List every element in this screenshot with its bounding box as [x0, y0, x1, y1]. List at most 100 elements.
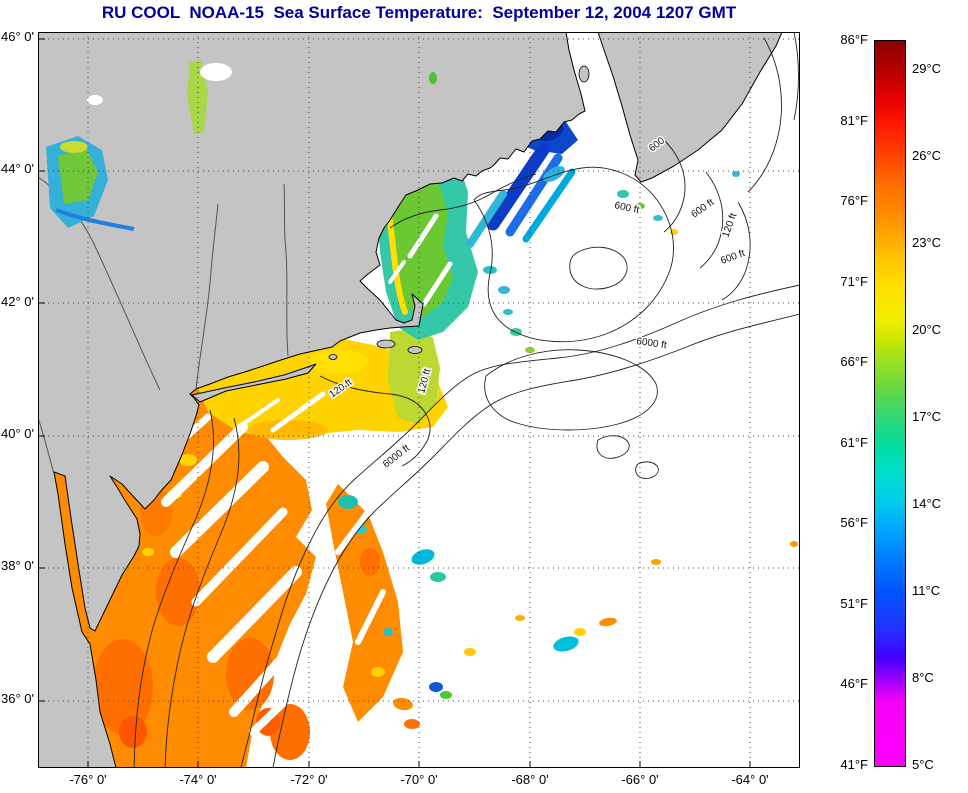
x-tick-68: -68° 0' [511, 772, 549, 787]
sst-speck [553, 636, 579, 652]
contour-ne-a [663, 139, 686, 233]
sst-speck [574, 628, 586, 636]
colorbar-c-label: 26°C [912, 148, 942, 163]
y-tick-38: 38° 0' [1, 558, 34, 573]
sst-red-patch [119, 716, 147, 748]
cloud-streak [161, 422, 248, 507]
susquehanna-river [37, 417, 55, 475]
colorbar-f-label: 51°F [840, 596, 868, 611]
cloud-streak [407, 213, 439, 259]
colorbar-gradient [874, 40, 906, 767]
colorbar-c-label: 8°C [912, 670, 934, 685]
sst-yellow-bright [308, 350, 368, 374]
colorbar-f-label: 61°F [840, 435, 868, 450]
sst-speck [617, 190, 629, 198]
sst-speck [440, 691, 452, 699]
cloud-streak [170, 461, 269, 558]
sst-speck [411, 549, 435, 565]
axis-ticks [38, 38, 751, 768]
x-tick-74: -74° 0' [179, 772, 217, 787]
nantucket-island [407, 346, 423, 354]
colorbar-f-label: 71°F [840, 274, 868, 289]
sst-speck [599, 617, 617, 627]
sst-green-capecod [388, 328, 440, 424]
sst-speck [464, 648, 476, 656]
sst-speck [430, 572, 446, 582]
sst-cyan-streak [522, 168, 576, 243]
sst-artifact-blue-streak [55, 208, 135, 231]
sst-speck [653, 215, 663, 221]
cloud-streak [241, 398, 280, 426]
cloud-streak [355, 589, 386, 645]
cloud-streak [249, 673, 314, 736]
colorbar-c-label: 14°C [912, 496, 942, 511]
sst-deep-orange [226, 638, 274, 710]
contour-small-loop [596, 435, 630, 459]
y-tick-46: 46° 0' [1, 29, 34, 44]
sst-yellow-orange-mix [248, 420, 328, 440]
contour-maine-coastal [389, 173, 537, 229]
plot-border [38, 32, 800, 768]
sst-speck [651, 559, 661, 565]
colorbar-c-label: 17°C [912, 409, 942, 424]
contour-120ft-nj [133, 409, 214, 769]
map-plot: 600 600 ft 600 ft 120 ft 600 ft 6000 ft … [37, 31, 801, 769]
cloud-streak [207, 566, 302, 663]
colorbar-f-label: 46°F [840, 676, 868, 691]
sst-yellow-speck [179, 454, 197, 466]
colorbar-c-label: 11°C [912, 583, 941, 598]
sst-speck [525, 347, 535, 353]
x-tick-76: -76° 0' [69, 772, 107, 787]
sst-deep-orange [93, 639, 153, 735]
grand-manan-island [578, 65, 590, 83]
page-title: RU COOL NOAA-15 Sea Surface Temperature:… [101, 3, 737, 22]
cloud-streak [388, 260, 406, 284]
land-layer [37, 31, 783, 769]
hudson-river [195, 203, 219, 390]
sst-speck [503, 309, 513, 315]
sst-speck [483, 266, 497, 274]
grid-layer [38, 32, 800, 768]
contour-120ft-longisland [319, 375, 431, 467]
contour-inner-basin [569, 246, 628, 290]
y-tick-40: 40° 0' [1, 426, 34, 441]
x-tick-70: -70° 0' [400, 772, 438, 787]
cloud-streak [191, 507, 288, 607]
sst-speck [515, 615, 525, 621]
contour-ne-c [721, 201, 751, 301]
sst-deep-orange [156, 558, 200, 626]
overland-artifacts [46, 60, 437, 231]
sst-deep-orange [360, 548, 380, 576]
sst-map-svg: 600 600 ft 600 ft 120 ft 600 ft 6000 ft … [37, 31, 801, 769]
sst-speck [429, 682, 443, 692]
cloud-streak [421, 261, 453, 307]
colorbar-c-label: 23°C [912, 235, 942, 250]
bathymetry-layer [133, 31, 801, 769]
sst-cyan-streak [466, 190, 507, 248]
contour-corner-b [793, 31, 799, 121]
contour-georges-bank [484, 349, 658, 431]
contour-6000ft-shelf [272, 313, 801, 769]
colorbar-f-label: 76°F [840, 193, 868, 208]
mainland-land [37, 31, 586, 769]
contour-gulf-basin [473, 166, 674, 343]
sst-speck [404, 719, 420, 729]
sst-speck [790, 541, 798, 547]
sst-yellow-speck [371, 667, 385, 677]
cloud-blob [200, 63, 232, 81]
cloud-streak [229, 627, 311, 717]
sst-speck [498, 286, 510, 294]
x-tick-66: -66° 0' [621, 772, 659, 787]
colorbar-c-label: 29°C [912, 61, 942, 76]
sst-teal-speck [383, 628, 393, 636]
sst-artifact-speck [429, 72, 437, 84]
sst-deep-orange [270, 704, 310, 760]
cloud-streak [270, 391, 326, 433]
contour-small-loop [635, 461, 659, 479]
sst-speck [732, 171, 740, 177]
nova-scotia-land [597, 31, 783, 183]
x-tick-64: -64° 0' [731, 772, 769, 787]
colorbar-f-label: 81°F [840, 113, 868, 128]
contour-label: 600 ft [613, 200, 640, 216]
